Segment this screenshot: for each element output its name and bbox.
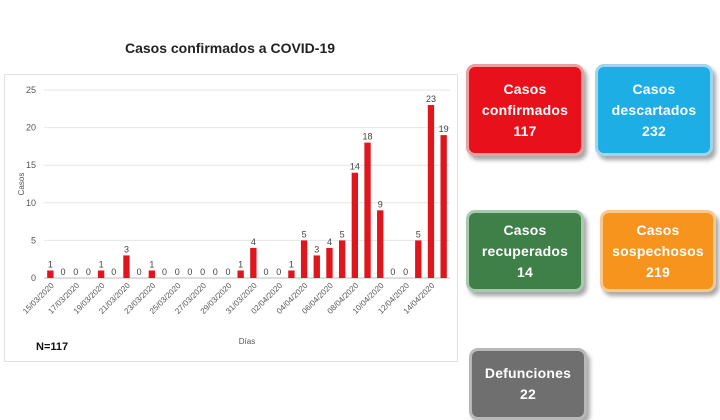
bar xyxy=(47,270,54,278)
deaths-title: Defunciones xyxy=(484,365,572,381)
recovered-cases-title: Casos xyxy=(503,221,547,238)
y-tick-label: 5 xyxy=(31,235,36,245)
data-label: 0 xyxy=(225,267,230,277)
y-tick-label: 20 xyxy=(26,123,36,133)
data-label: 0 xyxy=(276,267,281,277)
chart-title: Casos confirmados a COVID-19 xyxy=(124,40,336,56)
confirmed-cases-title: Casos xyxy=(503,80,547,97)
data-label: 5 xyxy=(416,229,421,239)
discarded-cases-value: 232 xyxy=(642,122,666,139)
recovered-cases-value: 14 xyxy=(517,263,533,280)
data-label: 0 xyxy=(213,267,218,277)
discarded-cases-subtitle: descartados xyxy=(611,101,697,118)
suspected-cases-subtitle: sospechosos xyxy=(612,242,704,259)
recovered-cases-card: Casos recuperados 14 xyxy=(466,210,584,292)
data-label: 3 xyxy=(314,244,319,254)
data-label: 0 xyxy=(200,267,205,277)
discarded-cases-card: Casos descartados 232 xyxy=(595,64,713,156)
discarded-cases-title: Casos xyxy=(632,80,676,97)
bar xyxy=(97,270,105,278)
deaths-card: Defunciones 22 xyxy=(469,348,587,420)
bar xyxy=(313,255,320,278)
data-label: 1 xyxy=(149,259,154,269)
data-label: 0 xyxy=(162,267,167,277)
bar xyxy=(351,172,359,278)
data-label: 0 xyxy=(264,267,269,277)
data-label: 1 xyxy=(238,259,243,269)
data-label: 0 xyxy=(61,267,66,277)
data-label: 0 xyxy=(390,267,395,277)
data-label: 3 xyxy=(124,244,129,254)
bar xyxy=(427,105,435,278)
bar xyxy=(326,247,333,278)
data-label: 0 xyxy=(111,267,116,277)
data-label: 0 xyxy=(175,267,180,277)
bar xyxy=(440,135,447,278)
bar xyxy=(364,142,371,278)
bar xyxy=(300,240,308,278)
bar xyxy=(250,247,257,278)
confirmed-cases-subtitle: confirmados xyxy=(481,101,569,118)
data-label: 0 xyxy=(73,267,78,277)
data-label: 0 xyxy=(403,267,408,277)
data-label: 9 xyxy=(378,199,383,209)
data-label: 18 xyxy=(363,132,373,142)
data-label: 23 xyxy=(426,94,436,104)
y-tick-label: 0 xyxy=(31,273,36,283)
suspected-cases-card: Casos sospechosos 219 xyxy=(600,210,716,292)
x-axis-label: Días xyxy=(239,337,255,346)
y-tick-label: 10 xyxy=(26,198,36,208)
bar xyxy=(415,240,422,278)
suspected-cases-value: 219 xyxy=(646,263,670,280)
data-label: 4 xyxy=(251,237,256,247)
data-label: 0 xyxy=(86,267,91,277)
bar xyxy=(288,270,295,278)
data-label: 5 xyxy=(340,229,345,239)
data-label: 0 xyxy=(137,267,142,277)
deaths-value: 22 xyxy=(520,386,536,402)
y-tick-label: 25 xyxy=(26,85,36,95)
suspected-cases-title: Casos xyxy=(636,221,680,238)
data-label: 5 xyxy=(302,229,307,239)
bar xyxy=(237,270,244,278)
data-label: 1 xyxy=(99,259,104,269)
bar xyxy=(338,240,346,278)
data-label: 4 xyxy=(327,237,332,247)
y-axis-label: Casos xyxy=(17,173,26,196)
confirmed-cases-card: Casos confirmados 117 xyxy=(466,64,584,156)
data-label: 19 xyxy=(439,124,449,134)
confirmed-cases-value: 117 xyxy=(513,122,537,139)
recovered-cases-subtitle: recuperados xyxy=(481,242,569,259)
data-label: 0 xyxy=(187,267,192,277)
bar xyxy=(123,255,130,278)
data-label: 14 xyxy=(350,162,360,172)
bar xyxy=(148,270,156,278)
bar xyxy=(377,210,384,278)
data-label: 1 xyxy=(289,259,294,269)
sample-size-label: N=117 xyxy=(36,341,69,353)
y-tick-label: 15 xyxy=(26,160,36,170)
data-label: 1 xyxy=(48,259,53,269)
